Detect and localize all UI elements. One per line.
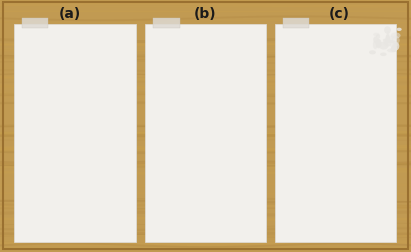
Ellipse shape [376, 40, 381, 48]
Bar [275, 25, 396, 242]
Ellipse shape [383, 39, 392, 48]
Ellipse shape [386, 33, 390, 43]
Ellipse shape [392, 37, 400, 46]
Ellipse shape [376, 44, 380, 49]
Ellipse shape [389, 44, 398, 48]
Bar [145, 25, 266, 242]
Ellipse shape [391, 33, 401, 40]
Ellipse shape [386, 35, 390, 44]
Bar [283, 19, 309, 29]
Text: (a): (a) [59, 7, 81, 21]
Ellipse shape [390, 37, 393, 42]
Ellipse shape [373, 34, 379, 37]
Text: (b): (b) [194, 7, 217, 21]
Ellipse shape [376, 40, 381, 49]
Ellipse shape [387, 49, 397, 53]
Ellipse shape [373, 41, 378, 50]
Ellipse shape [391, 46, 397, 52]
Ellipse shape [397, 28, 402, 32]
Bar [15, 26, 136, 243]
Bar [153, 19, 180, 29]
Ellipse shape [383, 39, 388, 43]
Bar [22, 19, 48, 29]
Bar [14, 25, 136, 242]
Ellipse shape [393, 43, 399, 51]
Bar [145, 26, 267, 243]
Ellipse shape [380, 53, 387, 57]
Bar [275, 26, 397, 243]
Ellipse shape [369, 51, 376, 55]
Text: (c): (c) [328, 7, 350, 21]
Ellipse shape [376, 35, 380, 40]
Ellipse shape [373, 37, 377, 44]
Ellipse shape [387, 41, 395, 44]
Ellipse shape [390, 48, 397, 53]
Ellipse shape [384, 27, 391, 35]
Ellipse shape [379, 43, 389, 50]
